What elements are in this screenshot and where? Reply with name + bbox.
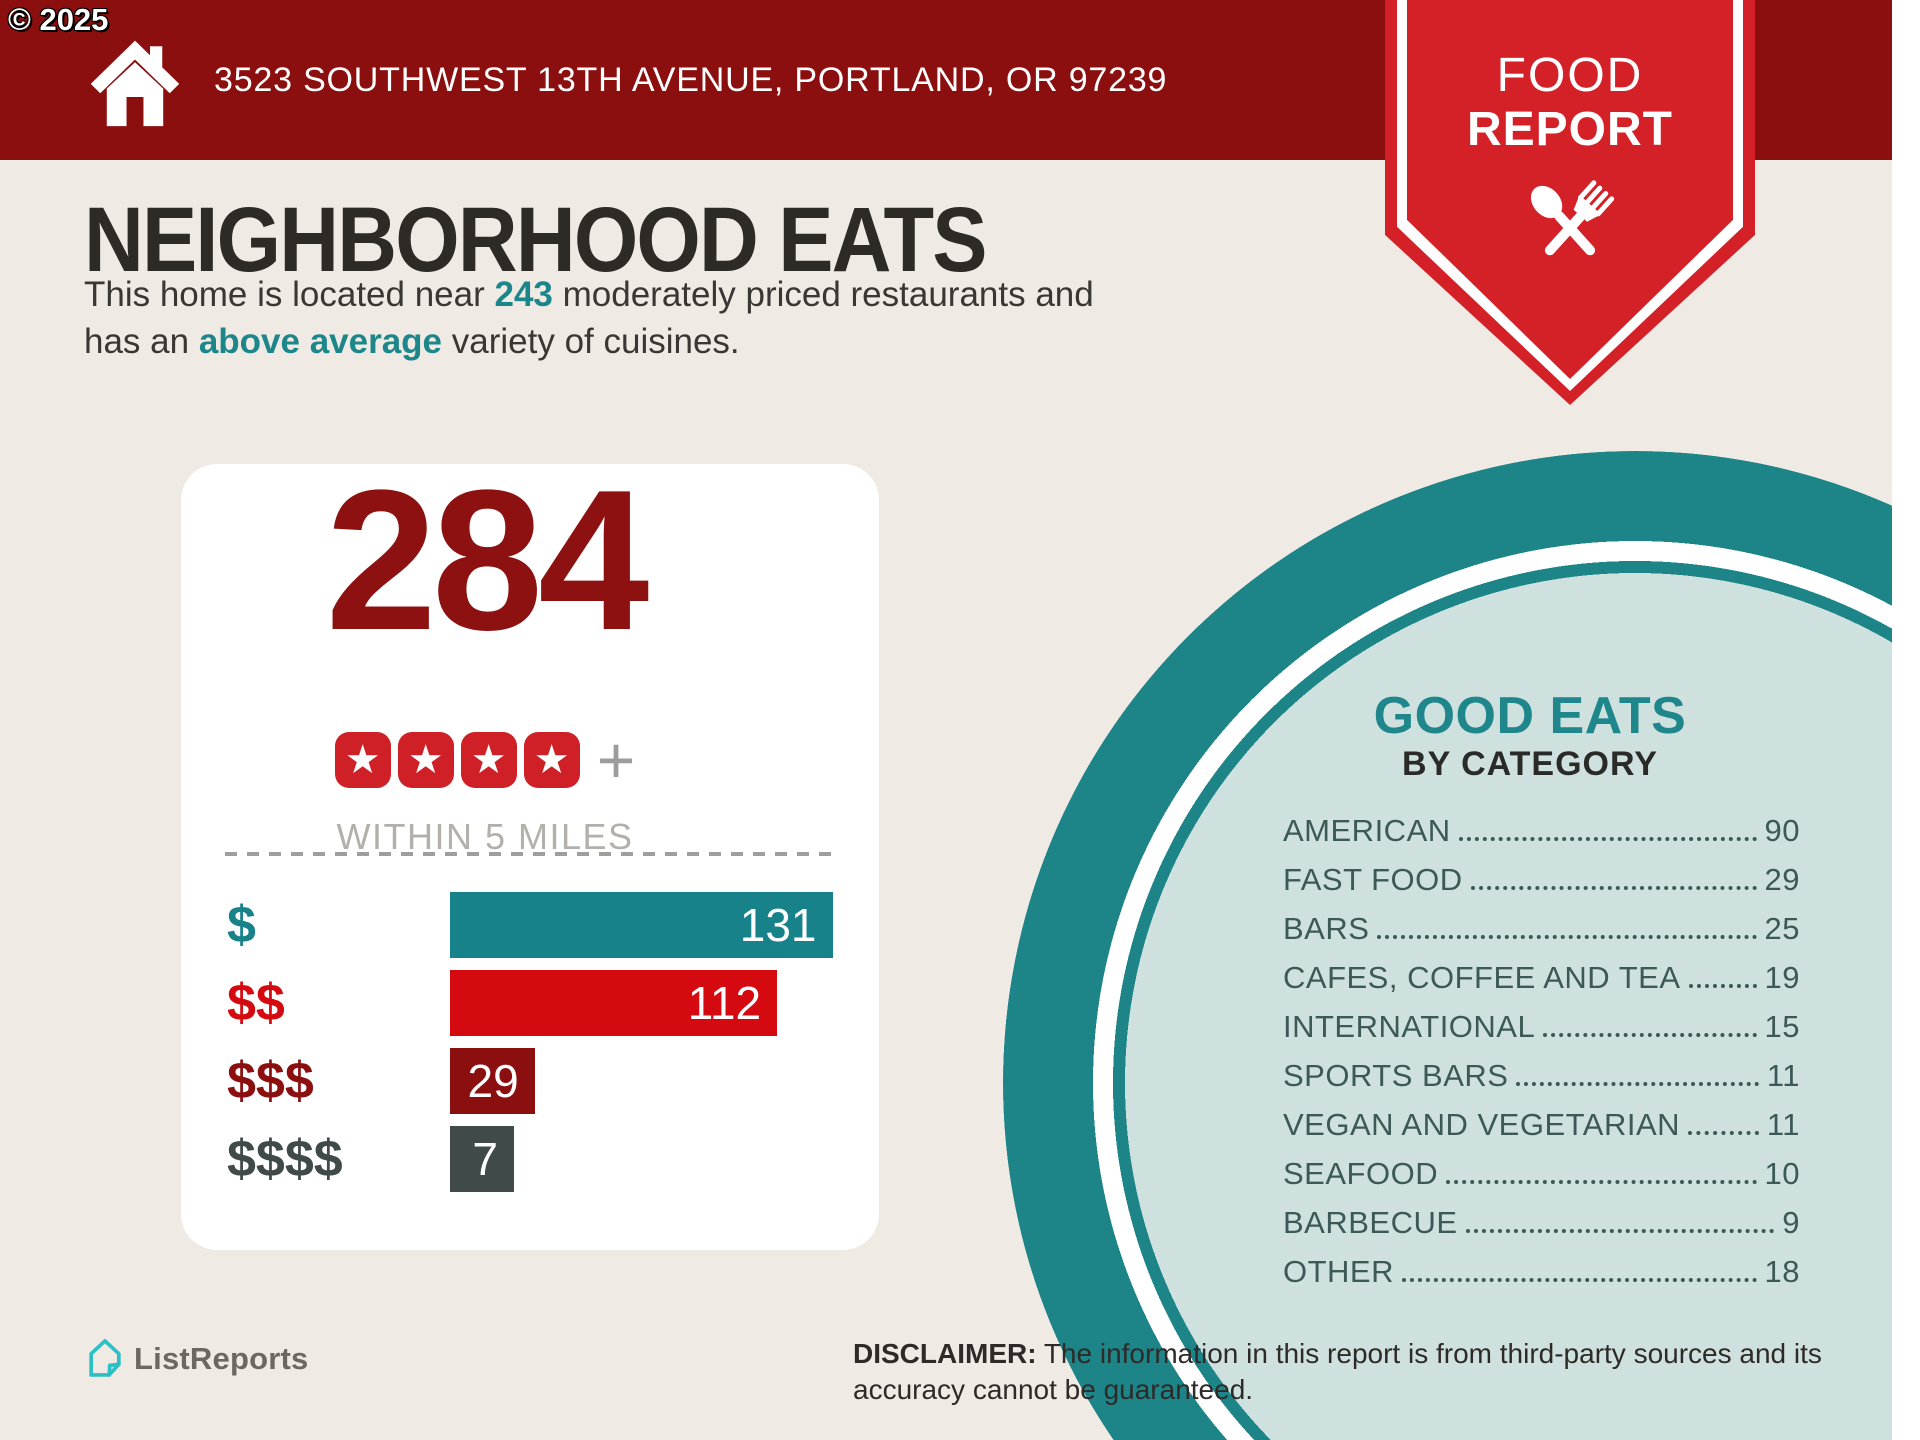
price-tier-label: $$$$ [227, 1130, 343, 1188]
category-label: CAFES, COFFEE AND TEA [1283, 960, 1681, 995]
category-label: BARBECUE [1283, 1205, 1458, 1240]
page-title: NEIGHBORHOOD EATS [84, 189, 988, 291]
category-value: 18 [1764, 1254, 1800, 1289]
category-label: INTERNATIONAL [1283, 1009, 1536, 1044]
category-row: BARBECUE 9 [1283, 1198, 1800, 1247]
restaurant-count: 243 [494, 275, 553, 314]
category-value: 19 [1764, 960, 1800, 995]
category-label: FAST FOOD [1283, 862, 1463, 897]
category-value: 11 [1766, 1058, 1800, 1093]
dotted-leader [1470, 886, 1757, 890]
variety-highlight: above average [198, 321, 443, 361]
total-restaurants: 284 [325, 449, 650, 672]
dashed-divider [225, 852, 835, 856]
spoon-fork-icon [1530, 180, 1615, 256]
property-address: 3523 SOUTHWEST 13TH AVENUE, PORTLAND, OR… [214, 60, 1168, 99]
category-label: OTHER [1283, 1254, 1394, 1289]
food-report-ribbon: FOOD REPORT [1385, 0, 1755, 405]
category-row: BARS 25 [1283, 904, 1800, 953]
category-label: SEAFOOD [1283, 1156, 1439, 1191]
intro-sentence: This home is located near 243 moderately… [84, 272, 1114, 365]
category-row: OTHER 18 [1283, 1247, 1800, 1296]
category-value: 29 [1764, 862, 1800, 897]
category-value: 9 [1782, 1205, 1800, 1240]
category-row: AMERICAN 90 [1283, 806, 1800, 855]
radius-label: WITHIN 5 MILES [336, 816, 634, 857]
category-row: VEGAN AND VEGETARIAN 11 [1283, 1100, 1800, 1149]
copyright-watermark: © 2025 [8, 2, 109, 37]
star-rating: ★ ★ ★ ★ + [181, 723, 789, 797]
category-value: 11 [1766, 1107, 1800, 1142]
price-tier-bar: 131 [450, 892, 833, 958]
category-label: BARS [1283, 911, 1370, 946]
disclaimer-text: DISCLAIMER: The information in this repo… [853, 1338, 1822, 1406]
price-tier-bar: 7 [450, 1126, 514, 1192]
good-eats-title: GOOD EATS [1373, 687, 1687, 745]
price-tier-label: $$$ [227, 1052, 314, 1110]
intro-mid: moderately priced restaurants and has an [84, 275, 1094, 361]
price-tier-row: $$ 112 [181, 970, 879, 1036]
category-value: 10 [1764, 1156, 1800, 1191]
disclaimer-label: DISCLAIMER: [853, 1338, 1037, 1369]
dotted-leader [1688, 984, 1757, 988]
dotted-leader [1465, 1229, 1775, 1233]
ribbon-title-line1: FOOD [1496, 49, 1644, 102]
listreports-wordmark: ListReports [134, 1341, 309, 1376]
dotted-leader [1516, 1082, 1759, 1086]
price-tier-bar: 112 [450, 970, 778, 1036]
price-tier-label: $$ [227, 974, 285, 1032]
category-row: INTERNATIONAL 15 [1283, 1002, 1800, 1051]
star-icon: ★ [334, 732, 391, 788]
intro-post: variety of cuisines. [442, 321, 740, 361]
price-tier-row: $$$ 29 [181, 1048, 879, 1114]
home-icon [90, 40, 180, 127]
star-icon: ★ [397, 732, 454, 788]
listreports-house-icon [89, 1339, 121, 1377]
category-row: FAST FOOD 29 [1283, 855, 1800, 904]
price-tier-label: $ [227, 896, 256, 954]
category-label: AMERICAN [1283, 813, 1451, 848]
star-icon: ★ [460, 732, 517, 788]
dotted-leader [1688, 1131, 1759, 1135]
category-label: VEGAN AND VEGETARIAN [1283, 1107, 1681, 1142]
dotted-leader [1458, 837, 1757, 841]
good-eats-subtitle: BY CATEGORY [1402, 745, 1658, 783]
category-row: SPORTS BARS 11 [1283, 1051, 1800, 1100]
category-row: CAFES, COFFEE AND TEA 19 [1283, 953, 1800, 1002]
right-background-strip [1892, 0, 1920, 1440]
price-tier-row: $131 [181, 892, 879, 958]
category-list: AMERICAN 90 FAST FOOD 29 BARS 25 CAFES, COFFEE… [1283, 806, 1800, 1296]
category-label: SPORTS BARS [1283, 1058, 1509, 1093]
dotted-leader [1543, 1033, 1757, 1037]
star-icon: ★ [523, 732, 580, 788]
price-tier-bar: 29 [450, 1048, 535, 1114]
ribbon-title-line2: REPORT [1466, 103, 1673, 156]
category-value: 25 [1764, 911, 1800, 946]
category-row: SEAFOOD 10 [1283, 1149, 1800, 1198]
plus-icon: + [596, 723, 636, 797]
category-value: 90 [1764, 813, 1800, 848]
price-tier-row: $$$$ 7 [181, 1126, 879, 1192]
listreports-logo: ListReports [88, 1334, 308, 1384]
dotted-leader [1377, 935, 1757, 939]
dotted-leader [1402, 1278, 1757, 1282]
restaurant-summary-card: 284 ★ ★ ★ ★ + WITHIN 5 MILES $131 $$ 112 $$$ 29 $… [181, 449, 879, 1250]
intro-pre: This home is located near [84, 275, 495, 314]
category-value: 15 [1764, 1009, 1800, 1044]
dotted-leader [1446, 1180, 1757, 1184]
